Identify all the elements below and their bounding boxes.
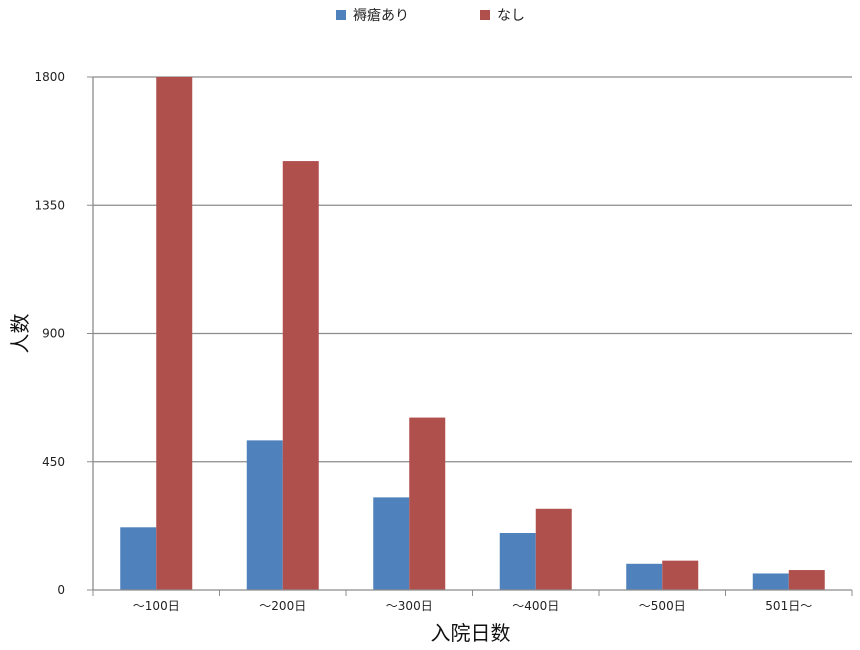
- bar-with-pressure-ulcer: [373, 497, 410, 590]
- bar-with-pressure-ulcer: [246, 440, 283, 590]
- x-tick-label: 501日〜: [765, 599, 812, 613]
- bar-without-pressure-ulcer: [662, 560, 699, 590]
- legend-swatch: [480, 10, 490, 20]
- legend-swatch: [336, 10, 346, 20]
- bar-without-pressure-ulcer: [788, 570, 825, 590]
- bar-without-pressure-ulcer: [535, 508, 572, 590]
- y-tick-label: 900: [42, 327, 65, 341]
- x-tick-label: 〜100日: [133, 599, 180, 613]
- bar-with-pressure-ulcer: [499, 533, 536, 590]
- bar-with-pressure-ulcer: [626, 563, 663, 590]
- gridlines: [87, 76, 852, 591]
- y-tick-label: 0: [57, 583, 65, 597]
- legend: 褥瘡あり なし: [336, 7, 525, 24]
- x-tick-label: 〜500日: [639, 599, 686, 613]
- x-axis-title: 入院日数: [431, 621, 511, 645]
- legend-label: 褥瘡あり: [353, 7, 409, 24]
- bar-with-pressure-ulcer: [752, 573, 789, 590]
- y-tick-label: 450: [42, 455, 65, 469]
- y-tick-label: 1800: [34, 70, 65, 84]
- bars: [120, 77, 825, 590]
- x-tick-labels: 〜100日 〜200日 〜300日 〜400日 〜500日 501日〜: [133, 599, 812, 613]
- bar-without-pressure-ulcer: [282, 161, 319, 590]
- y-axis-title: 人数: [8, 314, 32, 354]
- axes: [92, 77, 853, 596]
- bar-without-pressure-ulcer: [156, 77, 193, 590]
- x-tick-label: 〜200日: [259, 599, 306, 613]
- bar-without-pressure-ulcer: [409, 417, 446, 590]
- y-tick-label: 1350: [34, 198, 65, 212]
- y-tick-labels: 0 450 900 1350 1800: [34, 70, 65, 597]
- x-tick-label: 〜300日: [386, 599, 433, 613]
- x-tick-label: 〜400日: [512, 599, 559, 613]
- bar-with-pressure-ulcer: [120, 527, 157, 590]
- legend-label: なし: [497, 8, 525, 24]
